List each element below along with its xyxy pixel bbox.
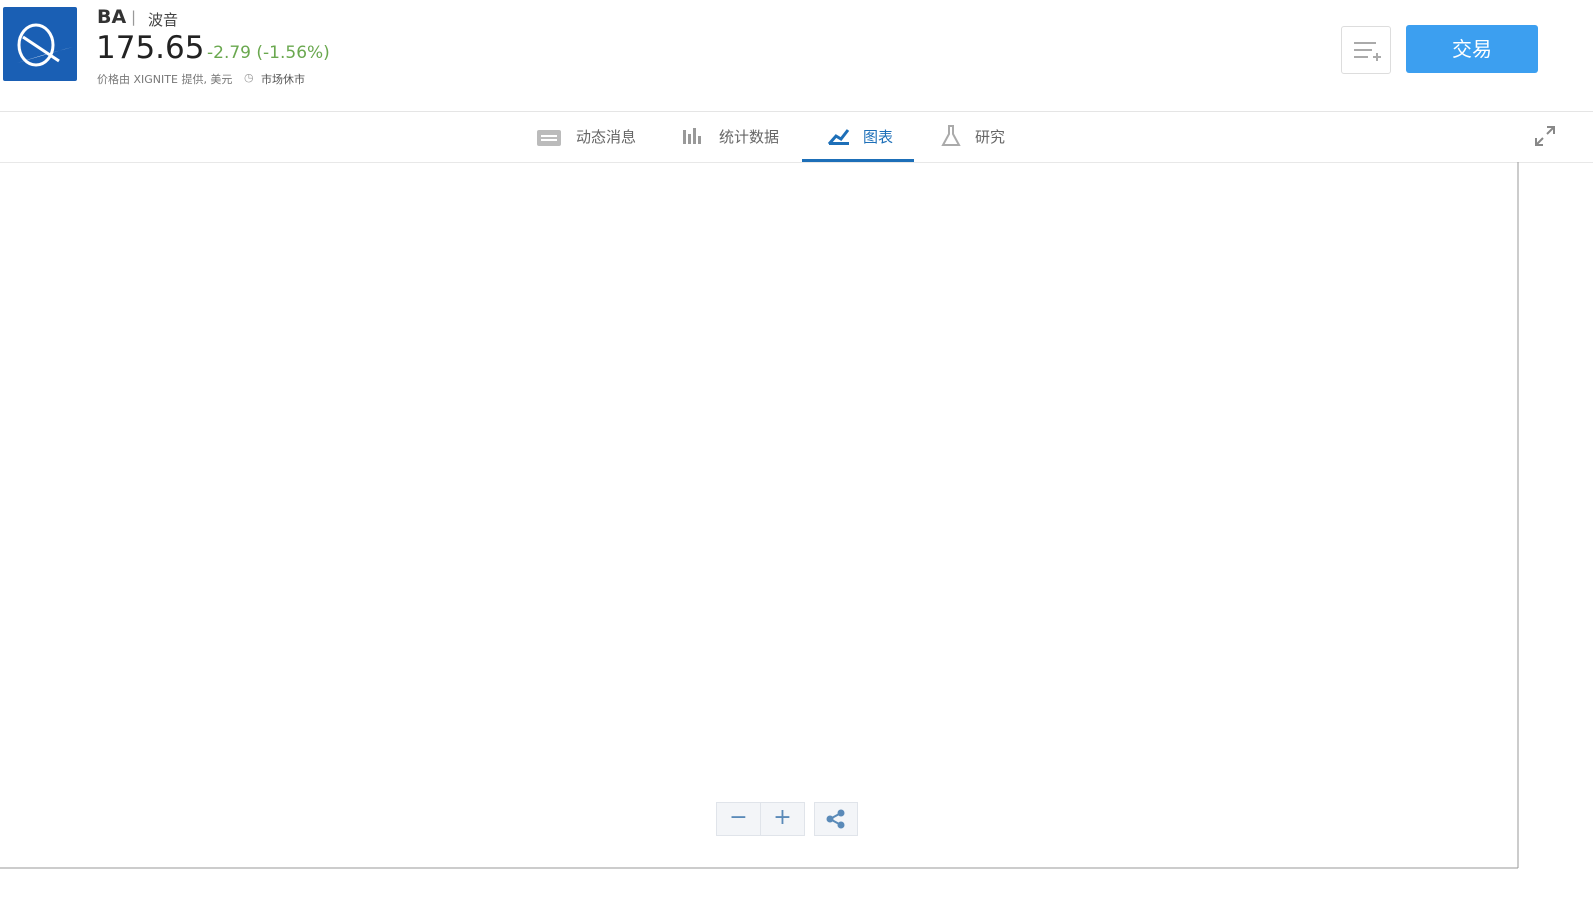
share-button[interactable] bbox=[814, 802, 858, 836]
logo-icon bbox=[17, 23, 73, 67]
share-icon bbox=[826, 809, 845, 829]
clock-icon: ◷ bbox=[244, 71, 254, 84]
tab[interactable]: 统计数据 bbox=[719, 128, 780, 146]
header: BA | 波音 175.65 -2.79 (-1.56%) 价格由 XIGNIT… bbox=[0, 0, 1593, 112]
price: 175.65 bbox=[96, 30, 205, 66]
logo bbox=[3, 7, 77, 81]
symbol: BA bbox=[97, 6, 127, 28]
separator: | bbox=[131, 8, 137, 26]
active-underline bbox=[802, 159, 914, 162]
market-status: 市场休市 bbox=[261, 73, 305, 86]
trade-button[interactable]: 交易 bbox=[1406, 25, 1538, 73]
tab[interactable]: 研究 bbox=[975, 128, 1006, 146]
tab[interactable]: 动态消息 bbox=[576, 128, 637, 146]
zoom-out-button[interactable]: − bbox=[716, 802, 761, 836]
zoom-controls: − + bbox=[716, 802, 858, 836]
stats-icon bbox=[683, 128, 701, 144]
research-icon bbox=[941, 125, 961, 146]
tab-active[interactable]: 图表 bbox=[863, 128, 894, 146]
watchlist-icon bbox=[1354, 42, 1381, 61]
expand-icon[interactable] bbox=[1533, 124, 1557, 148]
tab-bar: 动态消息 统计数据 图表 研究 bbox=[0, 112, 1593, 163]
source: 价格由 XIGNITE 提供, 美元 bbox=[97, 73, 233, 86]
company-name: 波音 bbox=[148, 11, 179, 29]
price-change: -2.79 (-1.56%) bbox=[207, 43, 330, 63]
zoom-in-button[interactable]: + bbox=[760, 802, 805, 836]
news-icon bbox=[537, 130, 561, 146]
watchlist-button[interactable] bbox=[1341, 26, 1391, 74]
chart-icon bbox=[827, 129, 850, 145]
